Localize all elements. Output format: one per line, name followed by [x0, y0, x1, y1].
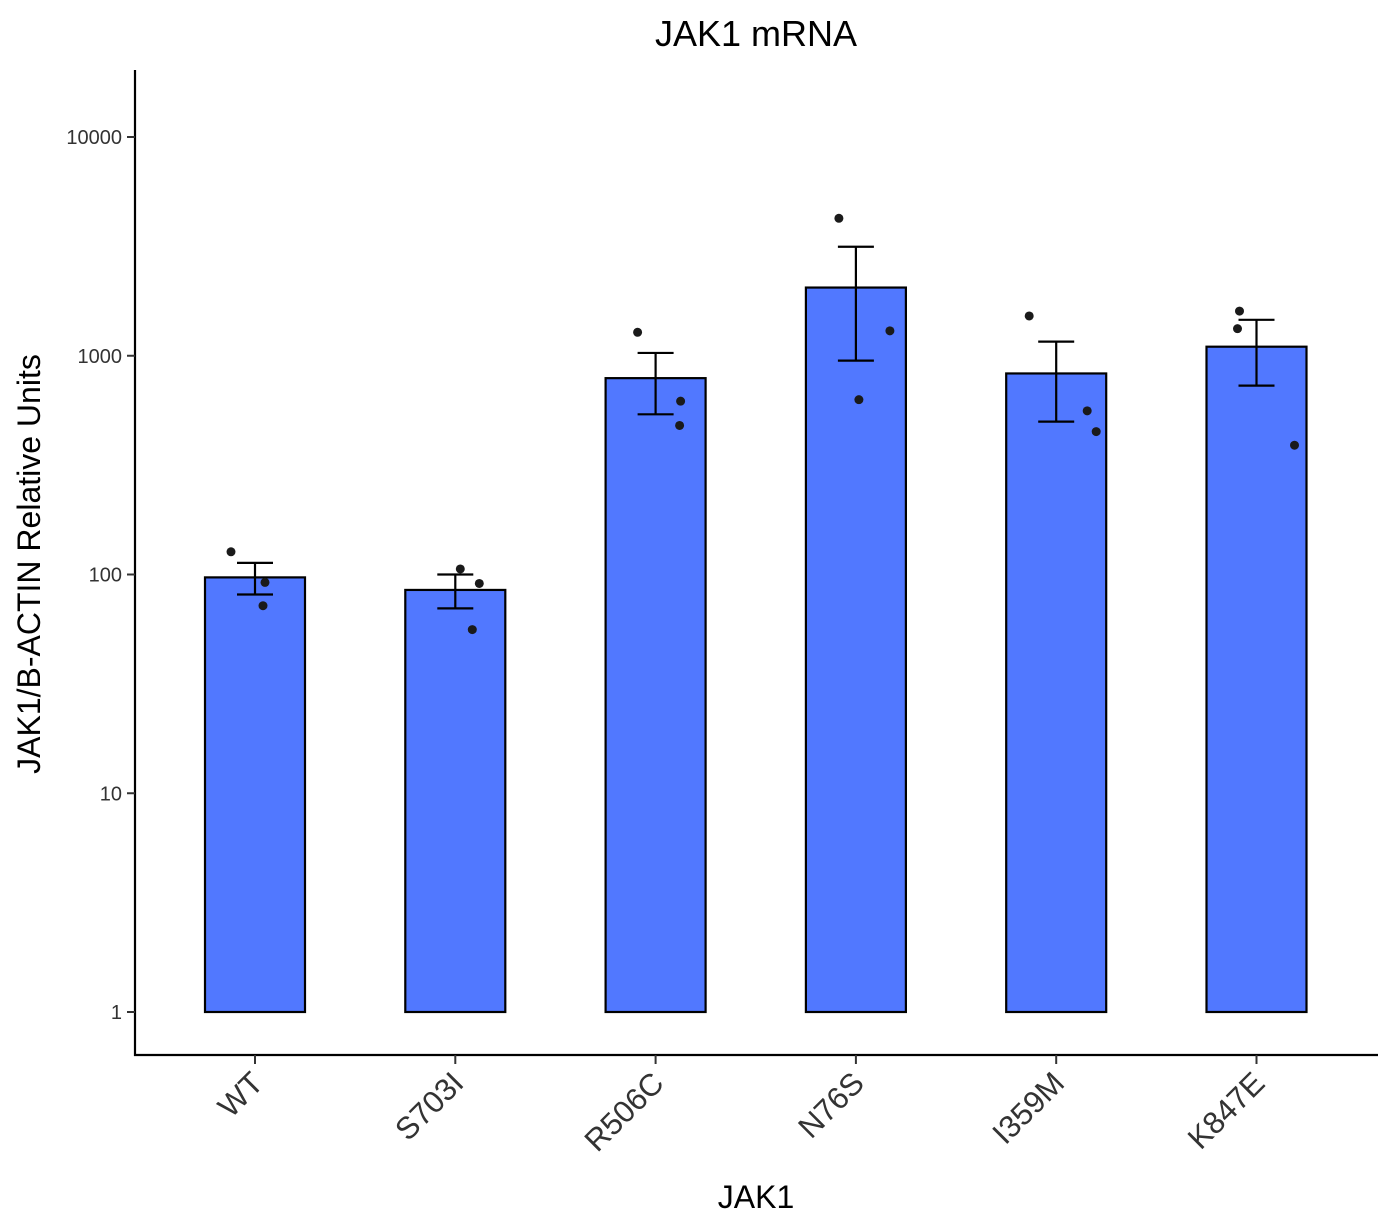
x-tick-label: I359M [985, 1065, 1071, 1151]
x-tick-label: N76S [791, 1065, 871, 1145]
x-tick-label: S703I [388, 1065, 470, 1147]
y-tick-label: 100 [89, 565, 122, 587]
bar [1205, 345, 1308, 1014]
data-point [455, 564, 465, 574]
x-tick-label: WT [211, 1065, 270, 1124]
x-axis-title: JAK1 [718, 1179, 794, 1215]
y-axis-title: JAK1/B-ACTIN Relative Units [11, 354, 47, 774]
data-point [260, 577, 270, 587]
data-point [676, 396, 686, 406]
data-point [1082, 406, 1092, 416]
data-point [1233, 324, 1242, 334]
y-tick-label: 10000 [66, 127, 122, 149]
y-tick-label: 1000 [78, 346, 123, 368]
data-point [467, 625, 477, 635]
x-tick-label: R506C [578, 1065, 671, 1158]
y-tick-label: 1 [111, 1002, 122, 1024]
chart-title: JAK1 mRNA [655, 13, 857, 54]
data-point [885, 326, 895, 336]
x-tick-label: K847E [1181, 1065, 1272, 1156]
data-point [675, 420, 685, 430]
data-point [1024, 311, 1034, 321]
plot-area: 1 10 100 1000 10000 WT S703I R506C N76S I359M K847… [66, 70, 1378, 1158]
data-point [854, 395, 864, 405]
bar [203, 576, 307, 1014]
data-point [633, 327, 643, 337]
bar [404, 588, 507, 1014]
data-point [474, 578, 484, 588]
data-point [834, 213, 844, 223]
data-point [1091, 427, 1101, 437]
bar [1005, 372, 1108, 1014]
data-point [226, 547, 236, 557]
bar [804, 286, 908, 1014]
data-point [1290, 440, 1299, 450]
y-tick-label: 10 [100, 783, 122, 805]
data-point [258, 601, 268, 611]
bar [604, 377, 707, 1014]
data-point [1235, 306, 1244, 316]
